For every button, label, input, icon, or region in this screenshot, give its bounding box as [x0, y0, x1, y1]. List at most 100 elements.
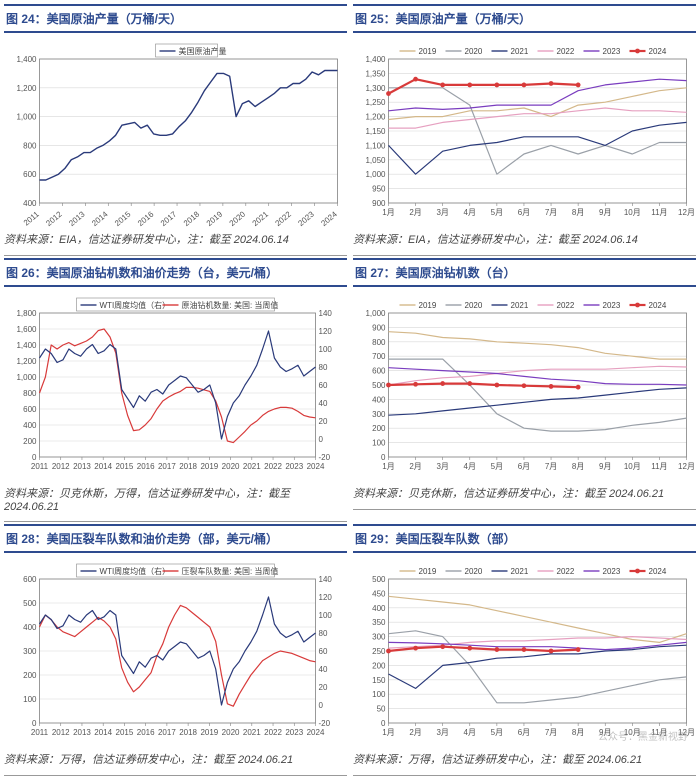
svg-text:1,400: 1,400	[16, 341, 37, 350]
panel-fig24: 图 24：美国原油产量（万桶/天） 4006008001,0001,2001,4…	[4, 4, 347, 256]
svg-text:2019: 2019	[200, 728, 218, 737]
svg-text:2019: 2019	[205, 209, 225, 227]
svg-text:原油钻机数量: 美国: 当周值: 原油钻机数量: 美国: 当周值	[182, 300, 279, 310]
svg-text:2019: 2019	[419, 47, 437, 56]
chart-fig25: 9009501,0001,0501,1001,1501,2001,2501,30…	[353, 37, 696, 227]
svg-text:12月: 12月	[678, 208, 695, 217]
svg-text:50: 50	[377, 705, 386, 714]
svg-text:200: 200	[372, 424, 386, 433]
source-fig26: 资料来源：贝克休斯，万得，信达证券研发中心，注：截至 2024.06.21	[4, 483, 347, 522]
svg-text:450: 450	[372, 589, 386, 598]
svg-text:2022: 2022	[264, 462, 282, 471]
svg-text:美国原油产量: 美国原油产量	[179, 46, 227, 56]
svg-text:500: 500	[372, 381, 386, 390]
chart-fig26: 02004006008001,0001,2001,4001,6001,800-2…	[4, 291, 347, 481]
svg-text:2019: 2019	[200, 462, 218, 471]
svg-text:12月: 12月	[678, 462, 695, 471]
svg-text:2023: 2023	[603, 301, 621, 310]
svg-text:WTI周度均值（右）: WTI周度均值（右）	[100, 566, 171, 576]
svg-text:1,000: 1,000	[365, 309, 386, 318]
svg-text:400: 400	[23, 421, 37, 430]
svg-text:10月: 10月	[624, 462, 641, 471]
svg-text:2020: 2020	[465, 301, 483, 310]
svg-text:2020: 2020	[465, 567, 483, 576]
svg-text:1,200: 1,200	[365, 113, 386, 122]
svg-text:4月: 4月	[464, 462, 476, 471]
svg-text:2021: 2021	[511, 567, 529, 576]
svg-text:350: 350	[372, 618, 386, 627]
chart-fig29: 0501001502002503003504004505001月2月3月4月5月…	[353, 557, 696, 747]
svg-text:压裂车队数量: 美国: 当周值: 压裂车队数量: 美国: 当周值	[182, 566, 279, 576]
svg-text:400: 400	[23, 199, 37, 208]
svg-text:2015: 2015	[113, 209, 133, 227]
svg-text:100: 100	[319, 611, 333, 620]
svg-text:7月: 7月	[545, 208, 557, 217]
svg-text:900: 900	[372, 199, 386, 208]
svg-text:1,300: 1,300	[365, 84, 386, 93]
svg-text:300: 300	[23, 647, 37, 656]
svg-text:2月: 2月	[409, 728, 421, 737]
title-fig29: 图 29：美国压裂车队数（部）	[353, 524, 696, 553]
svg-text:2021: 2021	[243, 462, 261, 471]
svg-text:2024: 2024	[319, 209, 339, 227]
svg-text:2020: 2020	[465, 47, 483, 56]
svg-text:150: 150	[372, 676, 386, 685]
svg-text:1,050: 1,050	[365, 156, 386, 165]
svg-text:2014: 2014	[94, 462, 112, 471]
svg-text:100: 100	[372, 439, 386, 448]
svg-text:2015: 2015	[116, 462, 134, 471]
svg-text:2024: 2024	[649, 47, 667, 56]
svg-text:1,000: 1,000	[16, 113, 37, 122]
svg-text:2019: 2019	[419, 301, 437, 310]
svg-text:1,800: 1,800	[16, 309, 37, 318]
svg-text:2月: 2月	[409, 208, 421, 217]
svg-text:1,400: 1,400	[365, 55, 386, 64]
svg-text:1,200: 1,200	[16, 84, 37, 93]
svg-text:2012: 2012	[44, 209, 64, 227]
svg-text:7月: 7月	[545, 728, 557, 737]
title-fig26: 图 26：美国原油钻机数和油价走势（台，美元/桶）	[4, 258, 347, 287]
svg-text:200: 200	[372, 661, 386, 670]
svg-text:2014: 2014	[90, 209, 110, 227]
svg-text:11月: 11月	[651, 208, 667, 217]
svg-text:2018: 2018	[179, 462, 197, 471]
title-fig28: 图 28：美国压裂车队数和油价走势（部，美元/桶）	[4, 524, 347, 553]
svg-text:400: 400	[23, 623, 37, 632]
svg-text:250: 250	[372, 647, 386, 656]
panel-fig26: 图 26：美国原油钻机数和油价走势（台，美元/桶） 02004006008001…	[4, 258, 347, 522]
svg-text:2023: 2023	[603, 567, 621, 576]
svg-text:3月: 3月	[436, 462, 448, 471]
svg-text:2021: 2021	[511, 47, 529, 56]
source-fig28: 资料来源：万得，信达证券研发中心，注：截至 2024.06.21	[4, 749, 347, 776]
svg-text:8月: 8月	[572, 462, 584, 471]
svg-text:2022: 2022	[557, 47, 575, 56]
svg-text:0: 0	[32, 453, 37, 462]
svg-text:2022: 2022	[264, 728, 282, 737]
svg-text:1月: 1月	[382, 728, 394, 737]
svg-text:200: 200	[23, 671, 37, 680]
svg-text:100: 100	[372, 690, 386, 699]
svg-text:2017: 2017	[158, 728, 176, 737]
title-fig24: 图 24：美国原油产量（万桶/天）	[4, 4, 347, 33]
svg-text:1,350: 1,350	[365, 69, 386, 78]
svg-text:2022: 2022	[274, 209, 294, 227]
svg-text:600: 600	[23, 170, 37, 179]
svg-text:4月: 4月	[464, 208, 476, 217]
svg-text:800: 800	[23, 389, 37, 398]
svg-text:600: 600	[372, 367, 386, 376]
svg-text:2013: 2013	[73, 728, 91, 737]
svg-text:3月: 3月	[436, 728, 448, 737]
svg-text:200: 200	[23, 437, 37, 446]
panel-fig29: 图 29：美国压裂车队数（部） 050100150200250300350400…	[353, 524, 696, 776]
svg-text:6月: 6月	[518, 462, 530, 471]
svg-text:2021: 2021	[511, 301, 529, 310]
svg-text:120: 120	[319, 327, 333, 336]
svg-text:1月: 1月	[382, 462, 394, 471]
svg-text:120: 120	[319, 593, 333, 602]
svg-text:2013: 2013	[67, 209, 87, 227]
svg-text:100: 100	[319, 345, 333, 354]
title-fig27: 图 27：美国原油钻机数（台）	[353, 258, 696, 287]
svg-text:60: 60	[319, 381, 328, 390]
svg-text:40: 40	[319, 399, 328, 408]
svg-text:9月: 9月	[599, 208, 611, 217]
